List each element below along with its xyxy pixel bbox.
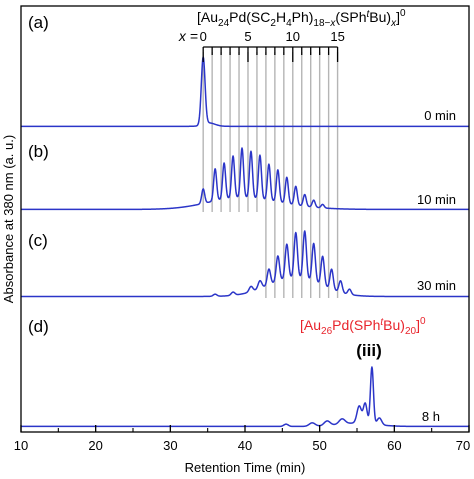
product-formula: [Au26Pd(SPhtBu)20]0: [300, 316, 426, 337]
trace-time-c: 30 min: [417, 278, 456, 293]
panel-label-c: (c): [28, 231, 48, 250]
x-tick-label: 20: [88, 438, 102, 453]
x-tick-label: 50: [312, 438, 326, 453]
bracket-formula: [Au24Pd(SC2H4Ph)18−x(SPhtBu)x]0: [197, 8, 406, 29]
product-label: (iii): [356, 341, 382, 360]
x-axis: 10 20 30 40 50 60 70: [14, 425, 470, 453]
reference-lines: [202, 52, 339, 298]
series-bracket: 0 5 10 15: [200, 29, 345, 62]
trace-line-a: [20, 56, 470, 128]
bracket-tick-label: 5: [244, 29, 251, 44]
bracket-tick-label: 10: [286, 29, 300, 44]
trace-time-a: 0 min: [424, 108, 456, 123]
trace-time-d: 8 h: [422, 409, 440, 424]
panel-label-d: (d): [28, 317, 49, 336]
panel-label-b: (b): [28, 142, 49, 161]
bracket-tick-label: 0: [200, 29, 207, 44]
trace-line-c: [20, 230, 470, 298]
bracket-x-label: x =: [178, 28, 198, 44]
x-tick-label: 60: [387, 438, 401, 453]
bracket-tick-label: 15: [330, 29, 344, 44]
y-axis-title: Absorbance at 380 nm (a. u.): [1, 135, 16, 303]
x-tick-label: 40: [238, 438, 252, 453]
x-axis-title: Retention Time (min): [185, 460, 306, 475]
x-tick-label: 70: [456, 438, 470, 453]
panel-label-a: (a): [28, 13, 49, 32]
trace-line-b: [20, 147, 470, 211]
trace-time-b: 10 min: [417, 192, 456, 207]
x-tick-label: 30: [163, 438, 177, 453]
x-tick-label: 10: [14, 438, 28, 453]
